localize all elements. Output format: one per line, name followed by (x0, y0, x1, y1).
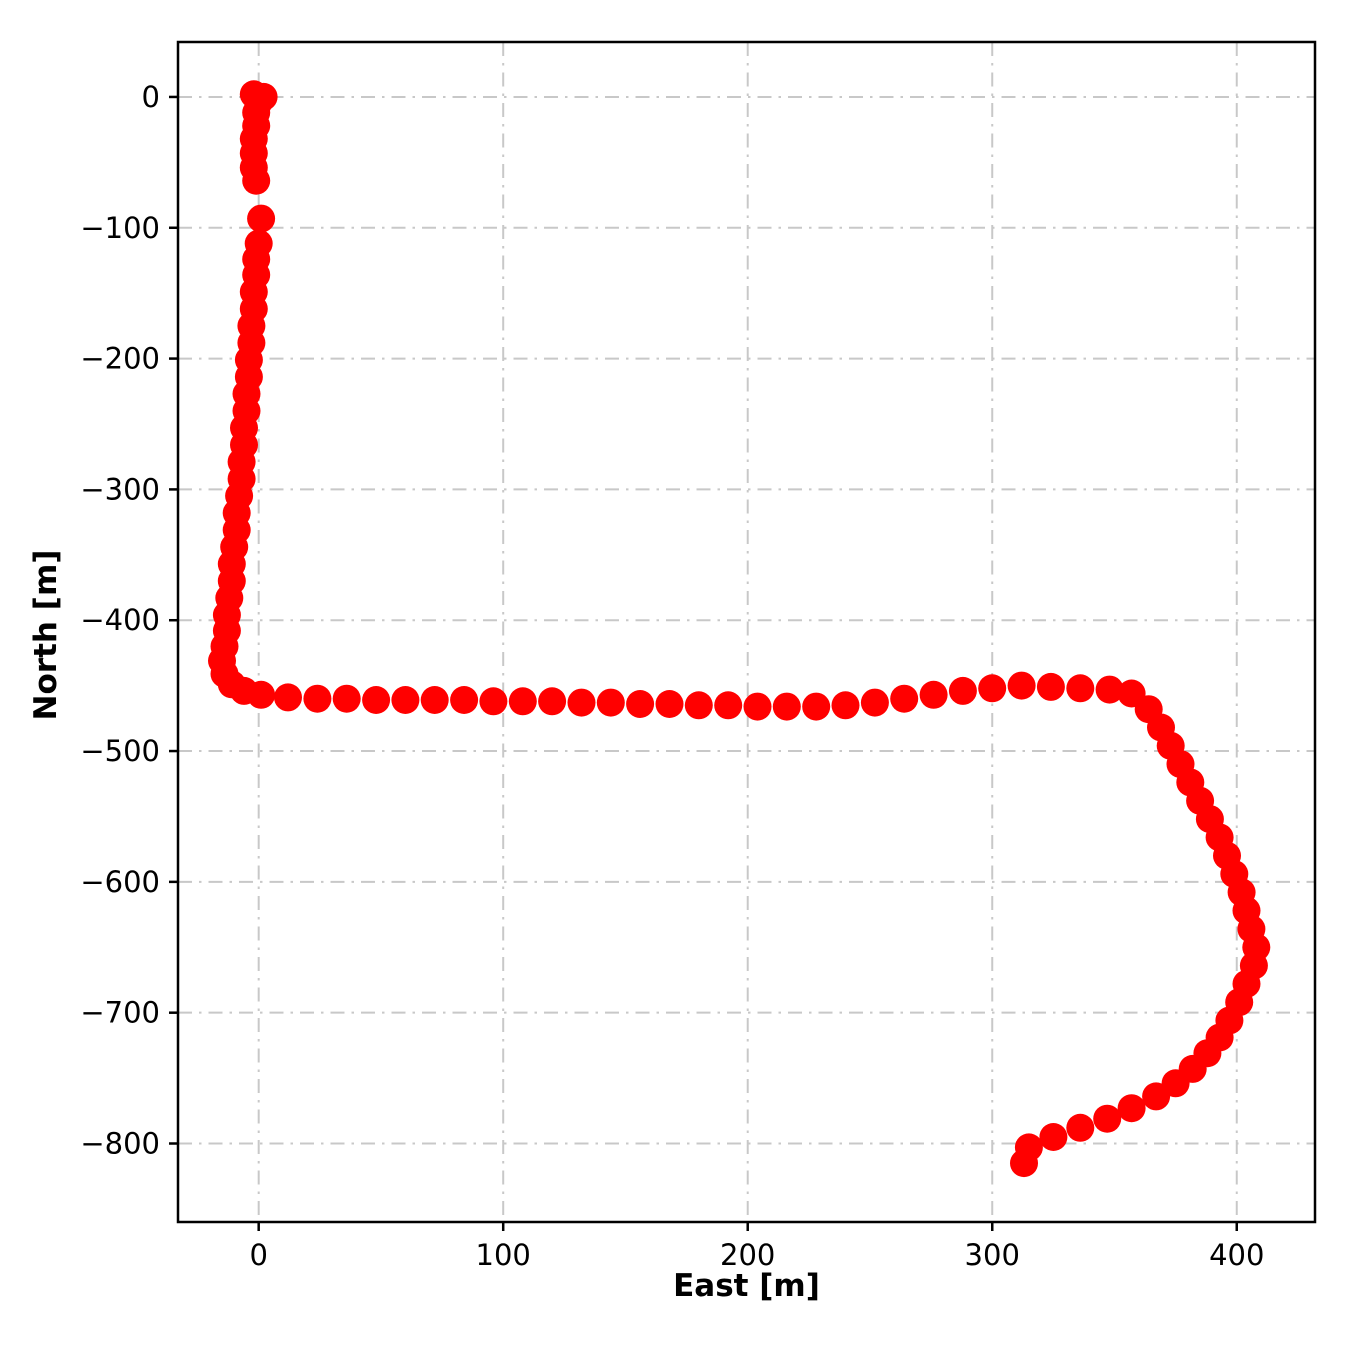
trajectory-point (420, 686, 449, 714)
trajectory-point (655, 690, 684, 718)
trajectory-point (303, 684, 332, 713)
trajectory-point (1095, 675, 1124, 704)
x-tick-label: 200 (720, 1238, 775, 1272)
trajectory-point (626, 690, 655, 718)
trajectory-point (1142, 1082, 1171, 1111)
y-tick-label: −400 (80, 603, 160, 637)
trajectory-point (1066, 1113, 1095, 1142)
x-axis-label: East [m] (673, 1268, 820, 1304)
y-tick-label: −600 (80, 865, 160, 899)
y-tick-label: 0 (142, 80, 160, 114)
x-tick-label: 400 (1209, 1238, 1264, 1272)
trajectory-point (362, 686, 391, 714)
trajectory-point (831, 691, 860, 720)
trajectory-point (1010, 1149, 1038, 1178)
plot-frame (176, 40, 1317, 1224)
trajectory-point (1117, 1094, 1146, 1123)
trajectory-point (274, 683, 302, 712)
y-tick-label: −700 (80, 996, 160, 1030)
y-tick-label: −200 (80, 342, 160, 376)
trajectory-point (772, 692, 801, 721)
trajectory-point (1036, 672, 1065, 701)
trajectory-point (508, 687, 537, 716)
x-tick-label: 300 (965, 1238, 1020, 1272)
trajectory-point (684, 691, 713, 720)
y-tick-label: −100 (80, 211, 160, 245)
trajectory-point (919, 680, 948, 709)
trajectory-point (1066, 674, 1095, 703)
x-tick-label: 100 (476, 1238, 531, 1272)
trajectory-point (242, 166, 271, 195)
trajectory-point (247, 204, 276, 233)
trajectory-point (247, 680, 276, 709)
trajectory-point (567, 688, 596, 717)
trajectory-point (538, 687, 567, 716)
trajectory-point (332, 684, 361, 713)
trajectory-point (978, 674, 1007, 703)
y-tick-label: −300 (80, 472, 160, 506)
trajectory-point (391, 686, 420, 714)
trajectory-point (1007, 671, 1036, 700)
trajectory-point (802, 692, 831, 721)
x-tick-label: 0 (249, 1238, 267, 1272)
trajectory-point (860, 688, 889, 717)
trajectory-point (743, 692, 772, 721)
trajectory-point (948, 676, 977, 705)
trajectory-point (1039, 1123, 1068, 1151)
trajectory-point (890, 684, 919, 713)
y-tick-label: −500 (80, 734, 160, 768)
trajectory-point (1093, 1104, 1122, 1133)
trajectory-point (596, 688, 625, 717)
y-tick-label: −800 (80, 1127, 160, 1161)
y-axis-label: North [m] (28, 549, 64, 721)
trajectory-point (450, 686, 479, 714)
trajectory-point (479, 687, 508, 716)
trajectory-point (714, 691, 743, 720)
